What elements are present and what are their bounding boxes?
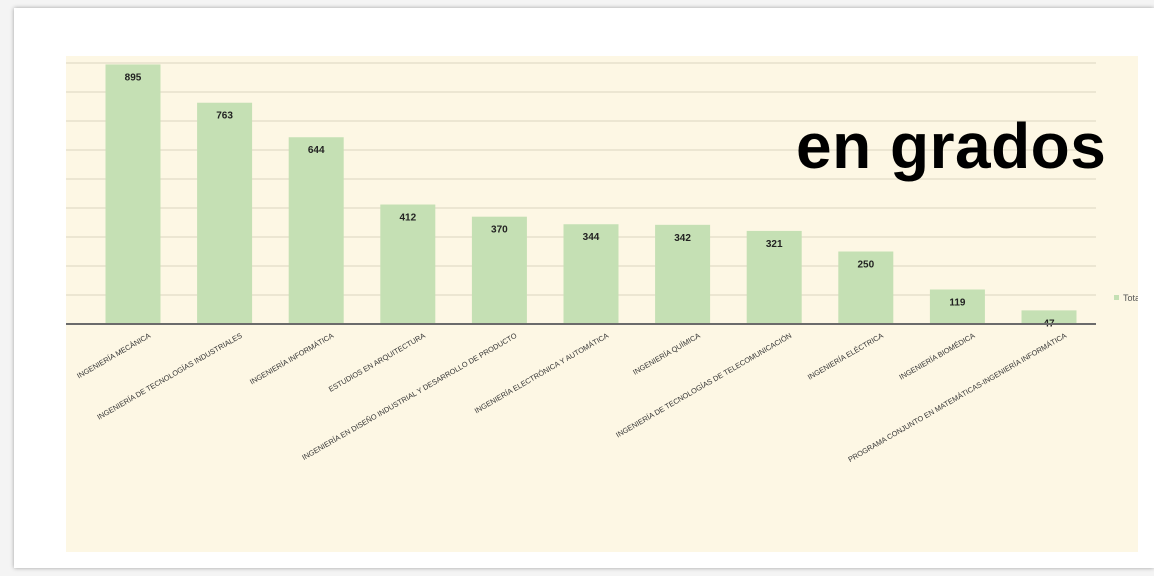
data-label: 644: [308, 145, 325, 156]
x-tick-label: PROGRAMA CONJUNTO EN MATEMÁTICAS-INGENIE…: [846, 331, 1068, 464]
legend-swatch: [1114, 295, 1119, 300]
bar: [838, 251, 894, 324]
data-label: 250: [857, 260, 874, 271]
bar: [471, 216, 527, 324]
x-tick-label: INGENIERÍA INFORMÁTICA: [248, 331, 335, 386]
bar: [105, 64, 161, 324]
bar: [929, 289, 985, 324]
bars: [105, 64, 1077, 324]
x-tick-label: ESTUDIOS EN ARQUITECTURA: [327, 331, 427, 394]
x-tick-label: INGENIERÍA BIOMÉDICA: [898, 331, 977, 382]
legend-label: Total: [1123, 293, 1138, 303]
data-label: 344: [583, 232, 600, 243]
bar: [197, 102, 253, 324]
bar: [655, 224, 711, 324]
bar: [746, 230, 802, 324]
x-tick-label: INGENIERÍA EN DISEÑO INDUSTRIAL Y DESARR…: [300, 331, 518, 462]
bar: [288, 137, 344, 324]
data-label: 321: [766, 239, 783, 250]
x-tick-label: INGENIERÍA MECÁNICA: [75, 331, 152, 381]
x-tick-label: INGENIERÍA ELÉCTRICA: [806, 331, 885, 382]
x-tick-label: INGENIERÍA DE TECNOLOGÍAS INDUSTRIALES: [96, 331, 244, 422]
chart-panel: 895 763 644 412 370 344 342 321 250 119 47 INGENIE…: [66, 56, 1138, 552]
bar: [380, 204, 436, 324]
x-tick-label: INGENIERÍA DE TECNOLOGÍAS DE TELECOMUNIC…: [614, 331, 793, 439]
data-label: 119: [949, 297, 966, 308]
legend: Total: [1114, 293, 1138, 303]
x-tick-label: INGENIERÍA QUÍMICA: [631, 331, 701, 377]
bar: [563, 224, 619, 324]
bar: [1021, 310, 1077, 324]
data-label: 895: [125, 72, 142, 83]
data-label: 370: [491, 225, 508, 236]
slide: 895 763 644 412 370 344 342 321 250 119 47 INGENIE…: [14, 8, 1154, 568]
overlay-title: en grados: [796, 110, 1107, 182]
data-label: 763: [216, 111, 233, 122]
data-label: 412: [399, 213, 416, 224]
data-label: 342: [674, 233, 691, 244]
